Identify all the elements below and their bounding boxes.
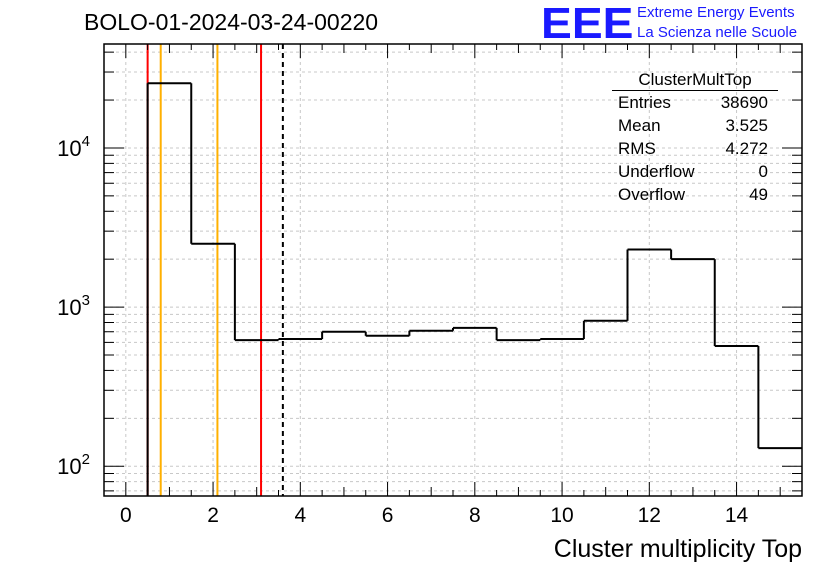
stats-title: ClusterMultTop: [612, 70, 778, 91]
x-tick-label: 10: [550, 504, 573, 527]
y-tick-label: 102: [57, 451, 90, 479]
x-tick-label: 12: [638, 504, 661, 527]
axes: [103, 43, 803, 497]
tick-labels: 0 2 4 6 8 10 12 14 102 103 104: [57, 133, 748, 527]
stats-label: Entries: [618, 93, 671, 112]
stats-row: Entries 38690: [612, 91, 778, 114]
x-tick-label: 4: [294, 504, 306, 527]
stats-row: Mean 3.525: [612, 114, 778, 137]
logo-line-2: La Scienza nelle Scuole: [637, 24, 798, 41]
marker-lines: [146, 44, 284, 496]
stats-label: Mean: [618, 116, 661, 135]
stats-value: 0: [758, 162, 768, 181]
eee-logo: EEE: [541, 0, 634, 48]
logo-line-1: Extreme Energy Events: [637, 4, 795, 21]
stats-box: ClusterMultTop Entries 38690 Mean 3.525 RMS 4…: [612, 70, 778, 206]
x-axis-label: Cluster multiplicity Top: [553, 535, 802, 563]
stats-label: Underflow: [618, 162, 695, 181]
histogram-bars: [146, 82, 802, 496]
stats-row: Overflow 49: [612, 183, 778, 206]
grid: [104, 44, 802, 496]
x-tick-label: 2: [207, 504, 219, 527]
stats-label: RMS: [618, 139, 656, 158]
y-tick-label: 103: [57, 292, 90, 320]
x-tick-label: 0: [120, 504, 132, 527]
stats-value: 49: [749, 185, 768, 204]
y-tick-label: 104: [57, 133, 90, 161]
stats-value: 38690: [720, 93, 768, 112]
chart-title: BOLO-01-2024-03-24-00220: [84, 9, 379, 35]
x-tick-label: 6: [382, 504, 394, 527]
stats-value: 4.272: [725, 139, 768, 158]
x-tick-label: 8: [469, 504, 481, 527]
stats-rows: Entries 38690 Mean 3.525 RMS 4.272 Underflow 0 O…: [612, 91, 778, 206]
stats-row: Underflow 0: [612, 160, 778, 183]
stats-label: Overflow: [618, 185, 686, 204]
stats-row: RMS 4.272: [612, 137, 778, 160]
x-tick-label: 14: [725, 504, 749, 527]
stats-value: 3.525: [725, 116, 768, 135]
